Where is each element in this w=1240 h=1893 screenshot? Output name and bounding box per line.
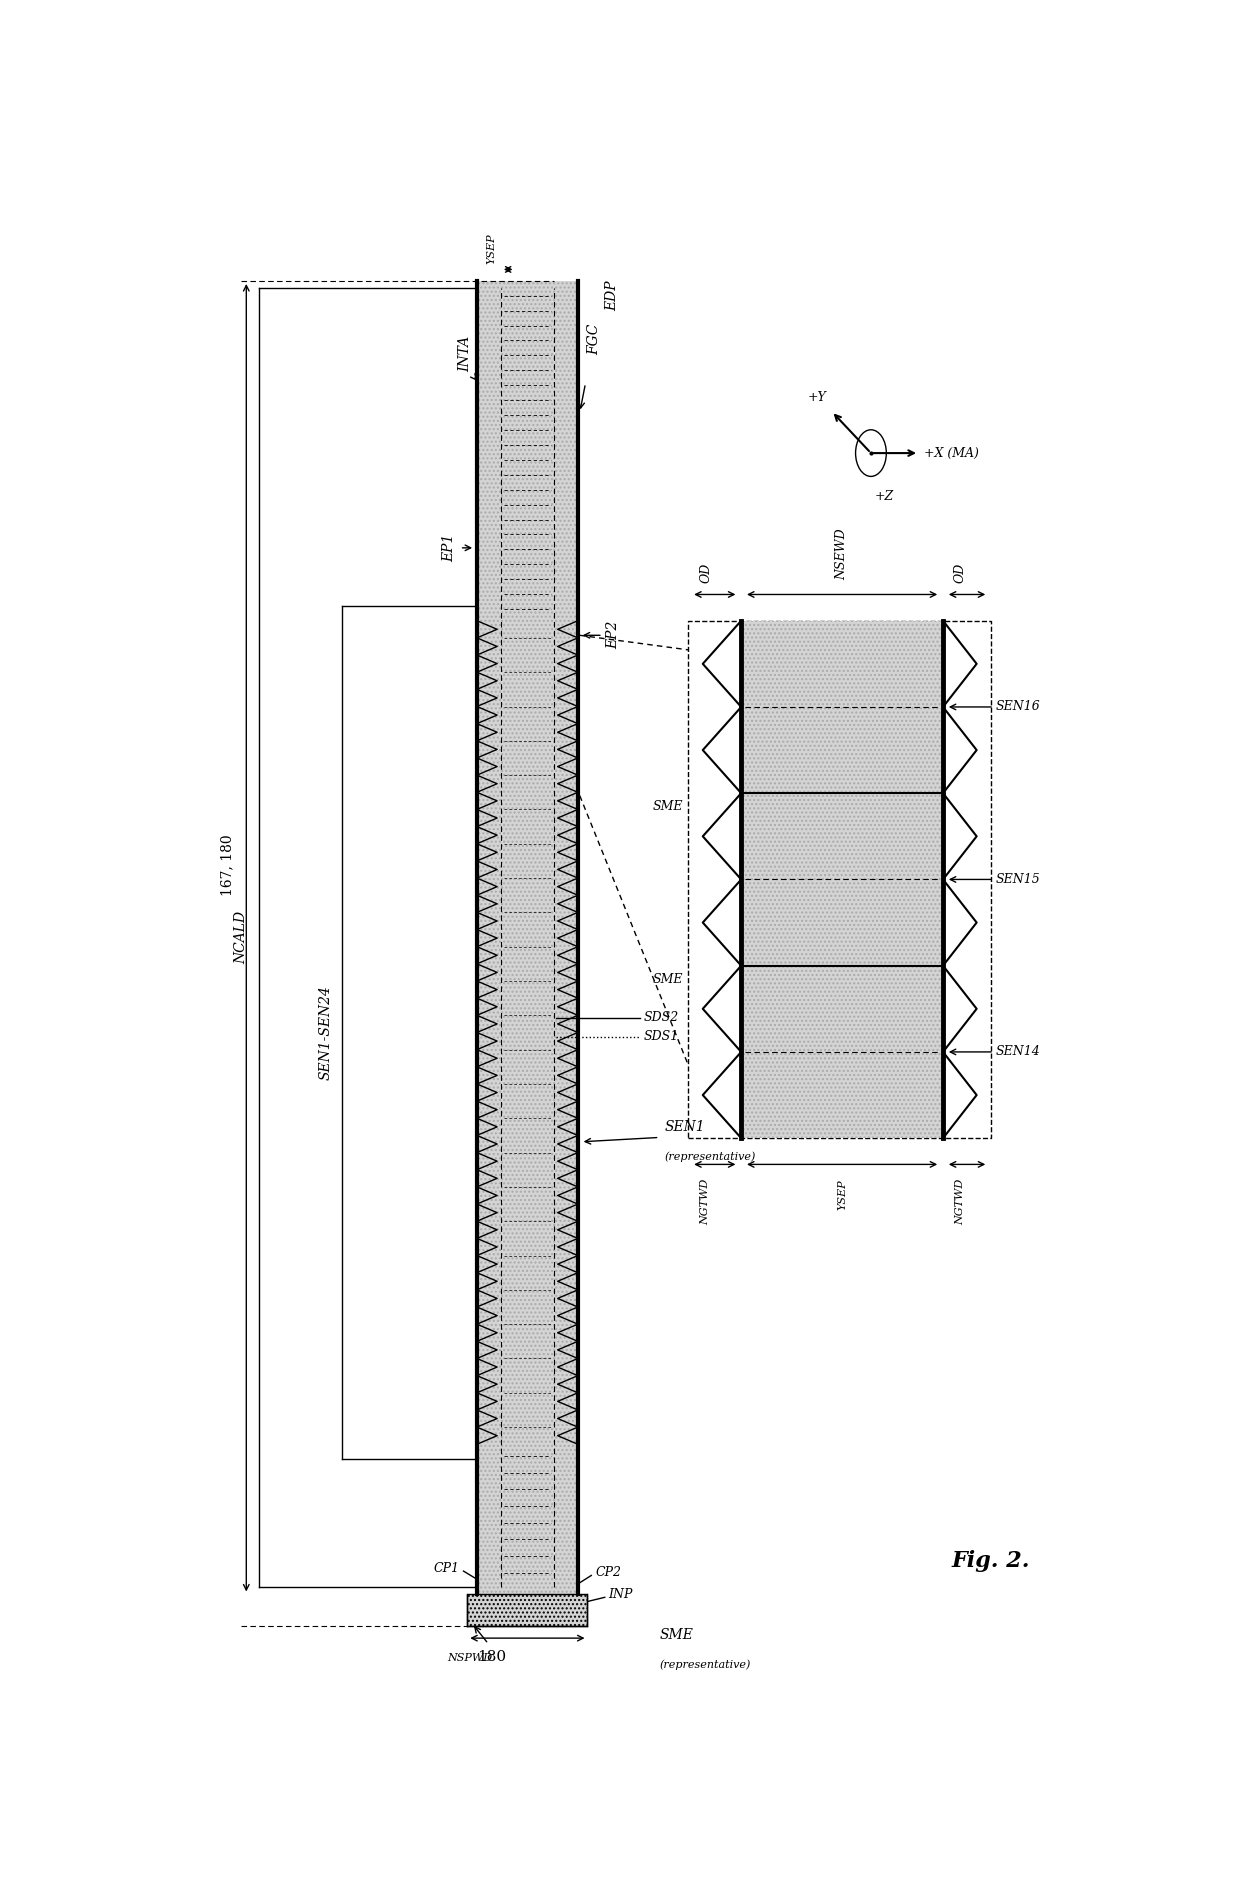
Text: NCALD: NCALD [234, 911, 248, 964]
Bar [467, 1594, 588, 1626]
Text: +X (MA): +X (MA) [924, 447, 978, 460]
Bar [477, 280, 578, 1594]
Bar [688, 621, 991, 1138]
Text: IE: IE [755, 657, 769, 670]
Text: YSEP: YSEP [486, 233, 496, 263]
Text: SEN15: SEN15 [996, 873, 1040, 886]
Bar [742, 965, 942, 1138]
Text: +Y: +Y [808, 392, 827, 403]
Text: (representative): (representative) [665, 1151, 755, 1162]
Text: 180: 180 [477, 1651, 506, 1664]
Text: (representative): (representative) [660, 1658, 751, 1670]
Text: CP1: CP1 [434, 1562, 460, 1575]
Text: CP2: CP2 [595, 1566, 621, 1579]
Text: OD: OD [699, 562, 712, 583]
Text: FGC: FGC [588, 324, 601, 356]
Text: OD: OD [954, 562, 967, 583]
Text: SEN1-SEN24: SEN1-SEN24 [319, 984, 332, 1079]
Text: NGTWD: NGTWD [701, 1179, 711, 1225]
Text: SME: SME [660, 1628, 693, 1643]
Text: +Z: +Z [874, 490, 894, 502]
Text: IE: IE [792, 657, 806, 670]
Text: SME: SME [653, 973, 683, 986]
Bar [742, 621, 942, 793]
Text: INP: INP [609, 1588, 632, 1601]
Text: EP1: EP1 [441, 534, 456, 562]
Text: SDS1: SDS1 [644, 1030, 678, 1043]
Text: NSEWD: NSEWD [836, 528, 848, 579]
Text: EP2: EP2 [606, 621, 621, 649]
Text: NSPWD: NSPWD [448, 1653, 492, 1662]
Text: YSEP: YSEP [837, 1179, 847, 1210]
Text: INTA: INTA [458, 335, 472, 373]
Bar [477, 280, 578, 1594]
Text: SEN14: SEN14 [996, 1045, 1040, 1058]
Bar [742, 793, 942, 965]
Text: SME: SME [653, 801, 683, 814]
Text: NGTWD: NGTWD [955, 1179, 965, 1225]
Text: EDP: EDP [605, 280, 619, 310]
Text: SDS2: SDS2 [644, 1011, 678, 1024]
Text: Fig. 2.: Fig. 2. [952, 1550, 1030, 1571]
Text: SEN16: SEN16 [996, 700, 1040, 714]
Text: SEN1: SEN1 [665, 1121, 706, 1134]
Text: 167, 180: 167, 180 [221, 835, 234, 895]
